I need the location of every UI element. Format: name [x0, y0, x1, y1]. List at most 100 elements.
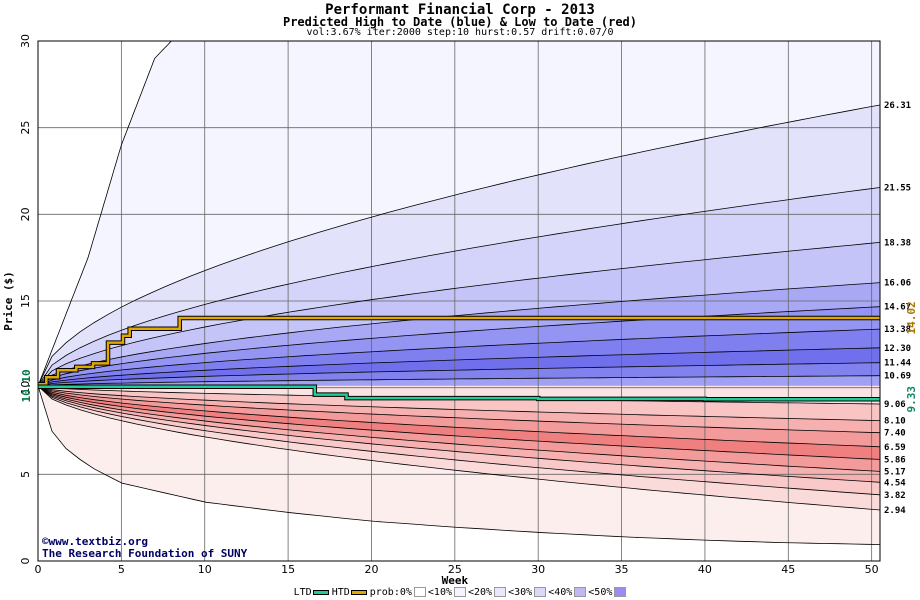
band-end-label: 12.30: [884, 344, 911, 354]
band-end-label: 11.44: [884, 359, 912, 369]
x-tick-label: 45: [781, 563, 795, 576]
legend-item: <50%: [588, 587, 627, 598]
legend-label: <40%: [548, 587, 573, 598]
legend-swatch: [574, 587, 587, 597]
upper-band-line: [37, 187, 881, 387]
upper-band-line: [37, 242, 881, 387]
legend-item: LTD: [294, 587, 330, 598]
x-tick-label: 15: [281, 563, 295, 576]
upper-region-6: [38, 329, 880, 386]
credit-site: ©www.textbiz.org: [42, 535, 148, 548]
legend-label: <10%: [427, 587, 452, 598]
lower-region-8: [38, 385, 880, 495]
upper-region-8: [38, 362, 880, 386]
band-end-label: 26.31: [884, 101, 911, 111]
lower-region-7: [38, 385, 880, 483]
y-tick-label: 30: [19, 34, 32, 48]
y-tick-label: 10: [19, 381, 32, 395]
x-tick-label: 25: [448, 563, 462, 576]
band-end-label: 14.67: [884, 303, 911, 313]
series-end-label-htd: 14.02: [905, 301, 918, 334]
upper-region-outer: [38, 41, 880, 386]
band-end-label: 5.86: [884, 455, 906, 465]
band-end-label: 9.06: [884, 400, 906, 410]
legend-item: <10%: [428, 587, 466, 598]
legend-swatch: [454, 587, 466, 597]
x-tick-label: 35: [615, 563, 629, 576]
y-tick-label: 5: [19, 471, 32, 478]
chart-params: vol:3.67% iter:2000 step:10 hurst:0.57 d…: [306, 27, 614, 38]
upper-region-3: [38, 242, 880, 386]
band-end-label: 2.94: [884, 506, 906, 516]
x-axis-label: Week: [442, 574, 469, 587]
band-end-label: 13.38: [884, 325, 911, 335]
series-line-ltd: [38, 385, 880, 401]
lower-band-line: [37, 385, 881, 448]
chart-subtitle: Predicted High to Date (blue) & Low to D…: [282, 15, 637, 29]
legend: LTD HTD prob:0% <10% <20% <30% <40% <50%: [0, 587, 920, 599]
legend-swatch: [312, 589, 329, 595]
legend-item: <40%: [548, 587, 587, 598]
lower-region-4: [38, 385, 880, 447]
band-end-label: 18.38: [884, 238, 911, 248]
y-tick-label: 0: [19, 558, 32, 565]
x-tick-label: 20: [364, 563, 378, 576]
band-end-label: 16.06: [884, 279, 911, 289]
lower-band-line: [37, 385, 881, 434]
legend-swatch: [413, 587, 426, 597]
upper-band-line: [37, 306, 881, 387]
legend-label: HTD: [331, 587, 350, 598]
lower-band-line: [37, 385, 881, 496]
upper-region-9: [38, 375, 880, 386]
upper-band-line: [37, 347, 881, 387]
legend-item: <30%: [508, 587, 547, 598]
y-tick-label: 25: [19, 121, 32, 135]
chart-title: Performant Financial Corp - 2013: [325, 2, 595, 18]
upper-band-line: [37, 104, 881, 387]
legend-label: LTD: [293, 587, 312, 598]
band-end-label: 21.55: [884, 183, 911, 193]
legend-label: <50%: [588, 587, 613, 598]
start-price-label: 10.10: [20, 369, 33, 402]
legend-label: <30%: [508, 587, 533, 598]
legend-item: HTD: [332, 587, 368, 598]
legend-swatch: [494, 587, 507, 597]
upper-outer-line: [37, 40, 172, 387]
legend-swatch: [350, 589, 367, 595]
x-tick-label: 5: [118, 563, 125, 576]
y-tick-label: 15: [19, 294, 32, 308]
band-end-label: 8.10: [884, 417, 906, 427]
series-end-label-ltd: 9.33: [905, 386, 918, 413]
lower-band-line: [37, 385, 881, 472]
band-end-label: 4.54: [884, 478, 906, 488]
legend-label: prob:0%: [369, 587, 412, 598]
upper-region-2: [38, 187, 880, 386]
upper-region-5: [38, 306, 880, 386]
lower-region-3: [38, 385, 880, 433]
upper-band-line: [37, 375, 881, 387]
credit-org: The Research Foundation of SUNY: [42, 547, 248, 560]
series-line-htd: [38, 316, 880, 386]
legend-item: prob:0%: [370, 587, 426, 598]
lower-region-outer: [38, 385, 880, 545]
band-end-label: 10.69: [884, 372, 911, 382]
upper-band-line: [37, 282, 881, 387]
band-end-label: 6.59: [884, 443, 906, 453]
upper-band-line: [37, 328, 881, 387]
lower-outer-line: [37, 385, 881, 545]
band-end-label: 3.82: [884, 491, 906, 501]
legend-item: <20%: [468, 587, 507, 598]
upper-region-7: [38, 347, 880, 386]
upper-region-4: [38, 282, 880, 386]
upper-region-1: [38, 105, 880, 386]
legend-swatch: [534, 587, 547, 597]
x-tick-label: 40: [698, 563, 712, 576]
plot-border: [37, 40, 881, 562]
lower-band-line: [37, 385, 881, 511]
y-tick-label: 20: [19, 207, 32, 221]
x-tick-label: 50: [865, 563, 879, 576]
lower-band-line: [37, 385, 881, 421]
y-axis-label: Price ($): [2, 271, 15, 331]
